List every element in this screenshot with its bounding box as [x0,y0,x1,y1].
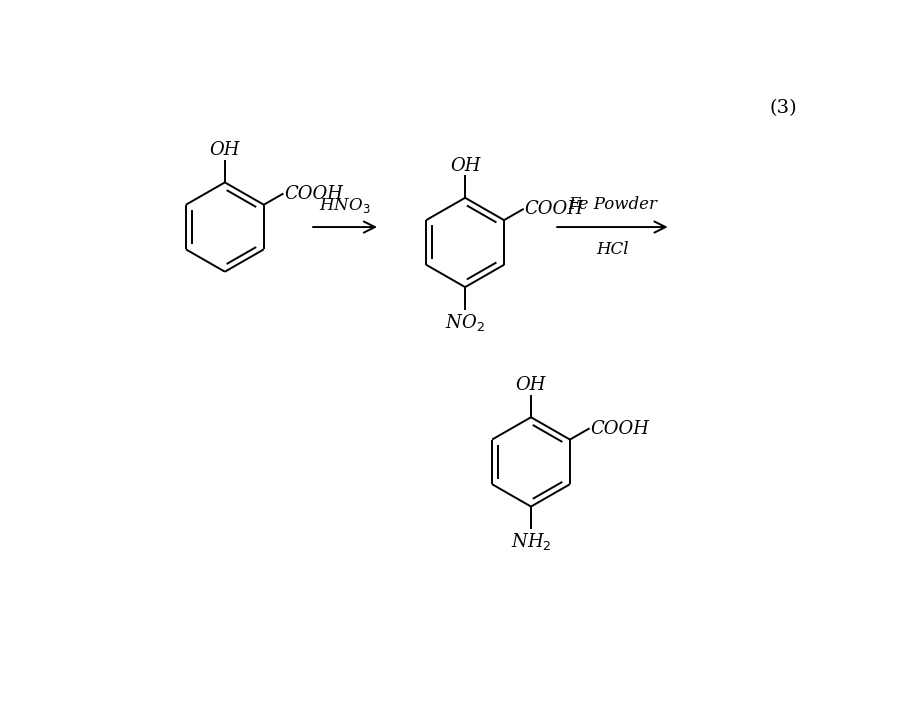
Text: OH: OH [450,157,481,175]
Text: HNO$_3$: HNO$_3$ [320,196,371,215]
Text: NH$_2$: NH$_2$ [510,531,552,552]
Text: COOH: COOH [525,200,583,219]
Text: COOH: COOH [284,185,343,203]
Text: Fe Powder: Fe Powder [568,196,657,213]
Text: (3): (3) [770,99,796,117]
Text: COOH: COOH [590,419,649,438]
Text: OH: OH [210,141,240,159]
Text: HCl: HCl [596,241,629,258]
Text: OH: OH [516,376,546,394]
Text: NO$_2$: NO$_2$ [446,312,485,333]
